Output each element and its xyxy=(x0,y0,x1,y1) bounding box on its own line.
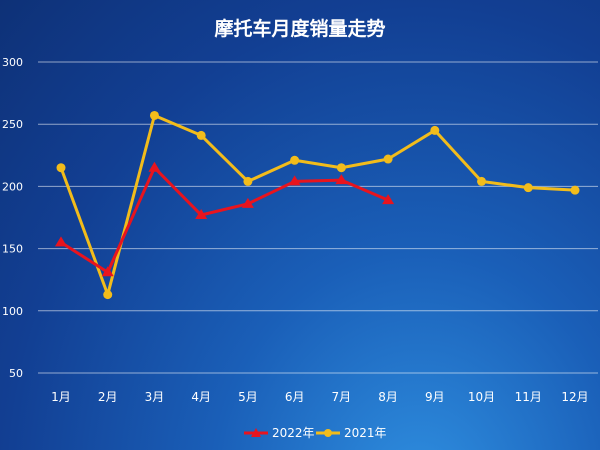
data-point xyxy=(523,183,533,193)
y-tick-label: 150 xyxy=(2,243,23,256)
series-line xyxy=(60,166,389,274)
y-tick-label: 200 xyxy=(2,180,23,193)
data-point xyxy=(570,185,580,195)
y-tick-label: 300 xyxy=(2,56,23,69)
x-tick-label: 7月 xyxy=(332,390,352,404)
x-axis-ticks: 1月 2月 3月 4月 5月 6月 7月 8月 9月 10月 11月 12月 xyxy=(51,390,588,404)
x-tick-label: 4月 xyxy=(191,390,211,404)
series xyxy=(55,110,580,300)
data-point xyxy=(103,290,113,300)
series-triangle xyxy=(55,161,395,277)
data-point xyxy=(195,209,208,220)
x-tick-label: 9月 xyxy=(425,390,445,404)
data-point xyxy=(55,236,67,247)
legend-item: 2021年 xyxy=(316,426,387,440)
data-point xyxy=(382,194,395,205)
data-point xyxy=(56,163,66,173)
x-tick-label: 3月 xyxy=(145,390,165,404)
data-point xyxy=(241,197,254,208)
legend-swatch-marker xyxy=(324,429,332,437)
legend-label: 2021年 xyxy=(344,426,387,440)
x-tick-label: 10月 xyxy=(468,390,495,404)
data-point xyxy=(430,125,440,135)
data-point xyxy=(383,154,393,164)
data-point xyxy=(335,174,348,185)
data-point xyxy=(290,155,300,165)
data-point xyxy=(196,130,206,140)
data-point xyxy=(477,176,487,186)
y-axis-ticks: 50 100 150 200 250 300 xyxy=(2,56,23,380)
data-point xyxy=(149,110,159,120)
x-tick-label: 12月 xyxy=(561,390,588,404)
data-point xyxy=(148,161,161,172)
x-tick-label: 5月 xyxy=(238,390,258,404)
data-point xyxy=(288,175,301,186)
x-tick-label: 11月 xyxy=(515,390,542,404)
legend: 2022年 2021年 xyxy=(244,426,387,440)
x-tick-label: 1月 xyxy=(51,390,71,404)
y-tick-label: 250 xyxy=(2,118,23,131)
chart-title: 摩托车月度销量走势 xyxy=(214,18,386,40)
data-point xyxy=(336,163,346,173)
grid-lines xyxy=(38,61,598,374)
y-tick-label: 100 xyxy=(2,305,23,318)
legend-item: 2022年 xyxy=(244,426,315,440)
series-line xyxy=(59,113,576,297)
x-tick-label: 8月 xyxy=(378,390,398,404)
data-point xyxy=(101,266,114,277)
y-tick-label: 50 xyxy=(9,367,23,380)
series-circle xyxy=(56,110,580,300)
data-point xyxy=(243,176,253,186)
x-tick-label: 6月 xyxy=(285,390,305,404)
legend-label: 2022年 xyxy=(272,426,315,440)
legend-swatch-marker xyxy=(251,428,261,437)
x-tick-label: 2月 xyxy=(98,390,118,404)
